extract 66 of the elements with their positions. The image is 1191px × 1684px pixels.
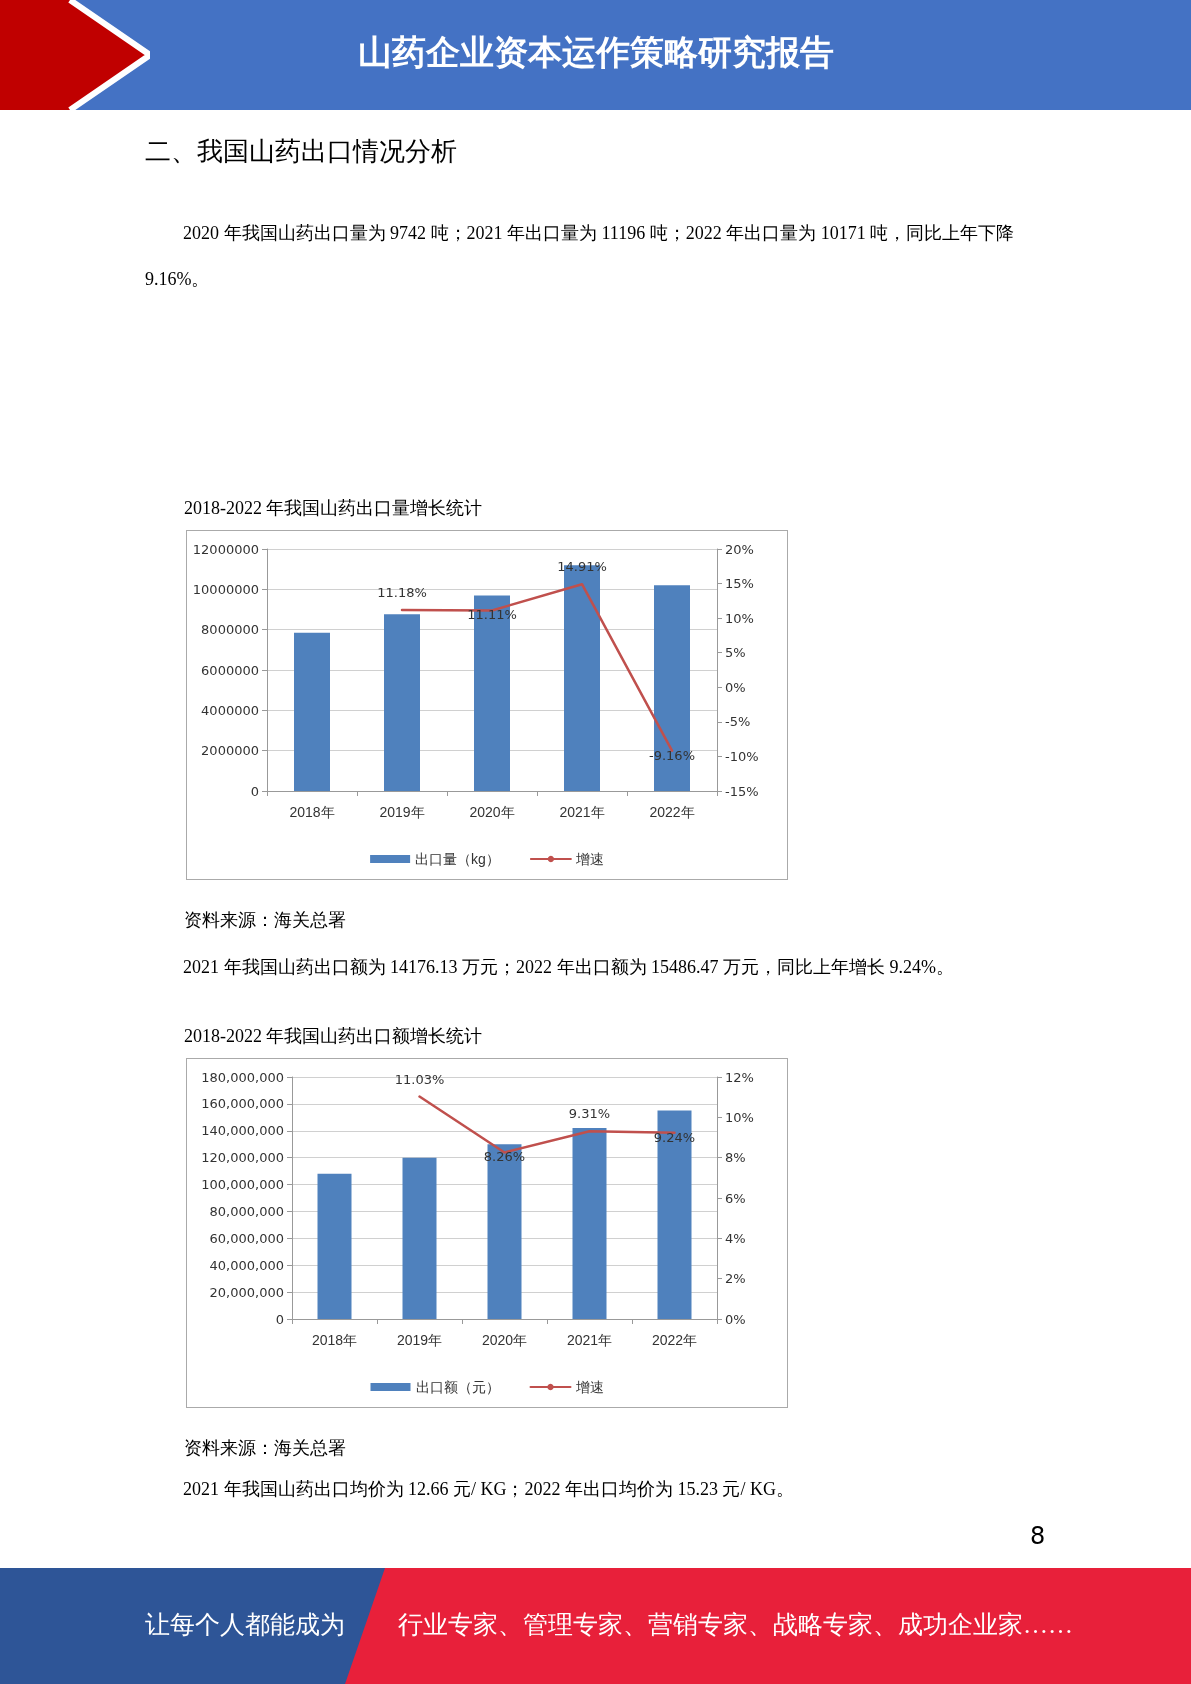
y-tick-label: 60,000,000	[209, 1230, 284, 1246]
y-tick-label: 10000000	[192, 581, 259, 597]
y-tick-label: 160,000,000	[201, 1096, 284, 1112]
text: 资料来源：海关总署	[184, 909, 346, 932]
y2-tick-label: 2%	[725, 1271, 746, 1287]
legend-label: 出口额（元）	[415, 1379, 500, 1395]
data-label: 9.31%	[568, 1106, 611, 1122]
x-tick-label: 2022年	[651, 1332, 698, 1348]
y-tick-label: 180,000,000	[201, 1069, 284, 1085]
x-tick-label: 2021年	[566, 1332, 613, 1348]
y-tick-label: 100,000,000	[201, 1177, 284, 1193]
y2-tick-label: 8%	[725, 1150, 746, 1166]
text: 2020 年我国山药出口量为 9742 吨；2021 年出口量为 11196 吨；2022 年出口量为 10171 吨，同比上年下降 9.16%。	[145, 223, 1015, 289]
text: 2021 年我国山药出口额为 14176.13 万元；2022 年出口额为 15486.47 万元，同比上年增长 9.24%。	[182, 956, 955, 979]
text: 行业专家、管理专家、营销专家、战略专家、成功企业家……	[398, 1610, 1073, 1640]
chart-title: 2018-2022 年我国山药出口额增长统计	[184, 1025, 483, 1048]
data-label: 11.03%	[394, 1071, 445, 1087]
text: 让每个人都能成为	[145, 1610, 345, 1640]
y-tick-label: 120,000,000	[201, 1150, 284, 1166]
y-tick-label: 0	[250, 783, 259, 799]
y-tick-label: 0	[275, 1311, 284, 1327]
y2-tick-label: 10%	[725, 610, 754, 626]
y2-tick-label: 6%	[725, 1190, 746, 1206]
text: 8	[1030, 1522, 1046, 1550]
x-tick-label: 2019年	[379, 804, 425, 820]
legend-label: 增速	[574, 1379, 604, 1395]
y2-tick-label: 4%	[725, 1230, 746, 1246]
y-tick-label: 40,000,000	[209, 1257, 284, 1273]
y-tick-label: 8000000	[201, 622, 259, 638]
data-label: 11.18%	[377, 584, 427, 600]
legend-label: 出口量（kg）	[415, 851, 500, 867]
x-tick-label: 2020年	[481, 1332, 528, 1348]
bar	[294, 632, 330, 791]
text: 二、我国山药出口情况分析	[145, 135, 457, 168]
y2-tick-label: -5%	[725, 714, 751, 730]
x-tick-label: 2022年	[649, 804, 695, 820]
x-tick-label: 2019年	[396, 1332, 443, 1348]
y2-tick-label: -15%	[725, 783, 759, 799]
legend-label: 增速	[574, 851, 604, 867]
y2-tick-label: 12%	[725, 1069, 754, 1085]
y2-tick-label: 0%	[725, 679, 746, 695]
bar	[402, 1157, 437, 1319]
chart-title: 2018-2022 年我国山药出口量增长统计	[184, 497, 483, 520]
text: 2021 年我国山药出口均价为 12.66 元/ KG；2022 年出口均价为 15.23 元/ KG。	[182, 1478, 795, 1501]
text: 资料来源：海关总署	[184, 1437, 346, 1460]
x-tick-label: 2018年	[289, 804, 335, 820]
bar	[317, 1173, 352, 1319]
x-tick-label: 2018年	[311, 1332, 358, 1348]
y-tick-label: 20,000,000	[209, 1284, 284, 1300]
y-tick-label: 4000000	[201, 702, 259, 718]
bar	[384, 614, 420, 791]
y2-tick-label: 5%	[725, 645, 746, 661]
text: 山药企业资本运作策略研究报告	[356, 31, 835, 74]
y2-tick-label: 15%	[725, 576, 754, 592]
y2-tick-label: -10%	[725, 748, 759, 764]
y2-tick-label: 0%	[725, 1311, 746, 1327]
y-tick-label: 6000000	[201, 662, 259, 678]
x-tick-label: 2020年	[469, 804, 515, 820]
y-tick-label: 80,000,000	[209, 1203, 284, 1219]
y2-tick-label: 10%	[725, 1109, 754, 1125]
bar	[572, 1128, 607, 1319]
y-tick-label: 12000000	[192, 541, 259, 557]
y-tick-label: 140,000,000	[201, 1123, 284, 1139]
y2-tick-label: 20%	[725, 541, 754, 557]
x-tick-label: 2021年	[559, 804, 605, 820]
y-tick-label: 2000000	[201, 743, 259, 759]
